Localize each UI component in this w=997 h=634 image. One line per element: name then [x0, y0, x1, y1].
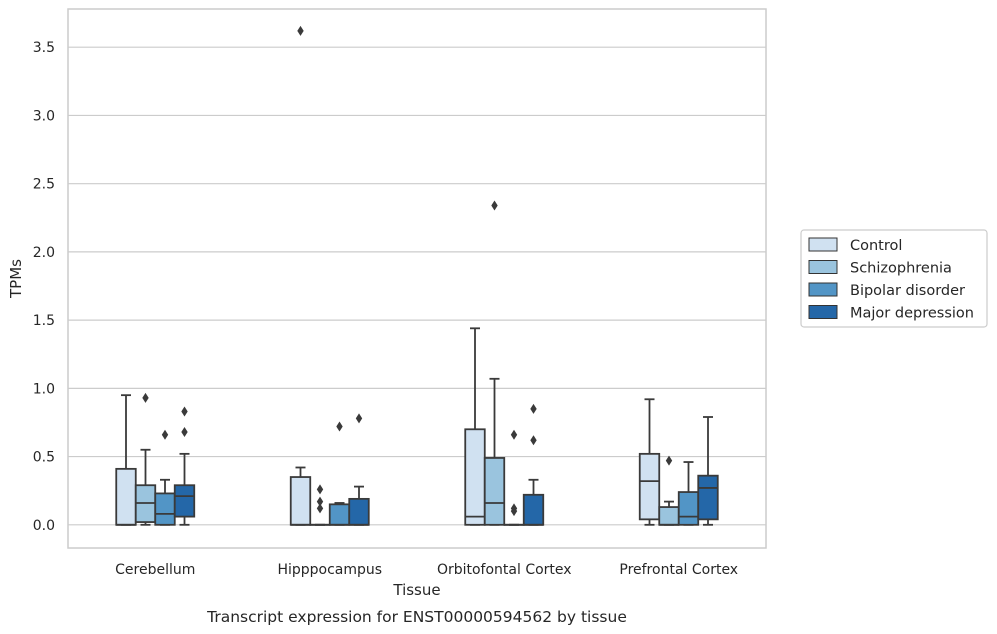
y-tick-label: 2.0 — [33, 245, 55, 261]
box-0-0 — [115, 394, 137, 526]
outlier-point — [161, 429, 169, 440]
box-body — [289, 476, 312, 526]
box-plot-marks — [115, 25, 719, 526]
y-tick-labels: 0.0 0.5 1.0 1.5 2.0 2.5 3.0 3.5 — [33, 40, 55, 534]
x-tick-labels: Cerebellum Hipppocampus Orbitofontal Corte… — [115, 562, 738, 578]
outlier-point — [181, 427, 188, 438]
outlier-point — [336, 421, 343, 432]
legend-label: Bipolar disorder — [850, 283, 965, 299]
box-body — [483, 457, 506, 526]
box-body — [464, 428, 486, 526]
outlier-point — [316, 503, 324, 514]
legend-label: Schizophrenia — [850, 261, 952, 277]
y-tick-label: 2.5 — [33, 177, 55, 193]
box-1-1 — [309, 484, 331, 526]
outlier-point — [181, 406, 188, 417]
outlier-point — [510, 503, 518, 514]
x-tick-label: Hipppocampus — [277, 562, 382, 578]
outlier-point — [142, 392, 149, 403]
box-0-2 — [154, 429, 176, 526]
box-2-3 — [522, 403, 545, 526]
box-3-0 — [638, 398, 661, 526]
legend-frame — [800, 229, 988, 328]
outlier-point — [491, 200, 498, 211]
outlier-point — [665, 455, 673, 466]
legend-swatch — [808, 260, 838, 274]
legend-label: Control — [850, 238, 902, 254]
box-2-0 — [464, 327, 486, 526]
box-body — [328, 503, 351, 526]
box-1-3 — [348, 413, 370, 526]
x-tick-label: Prefrontal Cortex — [619, 562, 738, 578]
y-tick-label: 0.5 — [33, 450, 55, 466]
y-tick-label: 3.0 — [33, 108, 55, 124]
figure-caption: Transcript expression for ENST0000059456… — [206, 608, 627, 626]
outlier-point — [316, 484, 324, 495]
y-tick-label: 1.5 — [33, 313, 55, 329]
legend-swatch — [808, 305, 838, 319]
box-body — [697, 474, 719, 521]
box-body — [115, 467, 137, 526]
box-body — [638, 452, 661, 521]
box-3-1 — [658, 455, 680, 526]
y-tick-label: 0.0 — [33, 518, 55, 534]
outlier-point — [510, 429, 518, 440]
legend: Control Schizophrenia Bipolar disorder Majo… — [800, 229, 988, 328]
outlier-point — [530, 435, 537, 446]
legend-swatch — [808, 282, 838, 297]
box-2-2 — [503, 429, 525, 526]
box-1-0 — [289, 25, 312, 526]
outlier-point — [355, 413, 363, 424]
y-tick-label: 3.5 — [33, 40, 55, 56]
outlier-point — [297, 25, 304, 36]
box-0-3 — [173, 406, 196, 526]
box-body — [173, 484, 196, 518]
box-body — [348, 497, 370, 526]
outlier-point — [316, 496, 324, 507]
legend-label: Major depression — [850, 306, 974, 322]
box-1-2 — [328, 421, 351, 526]
x-tick-label: Orbitofontal Cortex — [437, 562, 572, 578]
box-0-1 — [134, 392, 157, 526]
x-tick-label: Cerebellum — [115, 562, 195, 578]
y-tick-label: 1.0 — [33, 381, 55, 397]
box-body — [522, 493, 545, 526]
box-body — [154, 492, 176, 526]
box-3-2 — [677, 461, 700, 526]
x-axis-label: Tissue — [392, 581, 440, 599]
box-body — [658, 506, 680, 526]
legend-swatch — [808, 237, 838, 252]
plot-frame — [67, 8, 767, 549]
gridlines — [68, 46, 766, 526]
box-2-1 — [483, 200, 506, 526]
box-3-3 — [697, 416, 719, 526]
y-axis-label: TPMs — [7, 259, 25, 299]
box-body — [677, 491, 700, 526]
outlier-point — [530, 403, 537, 414]
